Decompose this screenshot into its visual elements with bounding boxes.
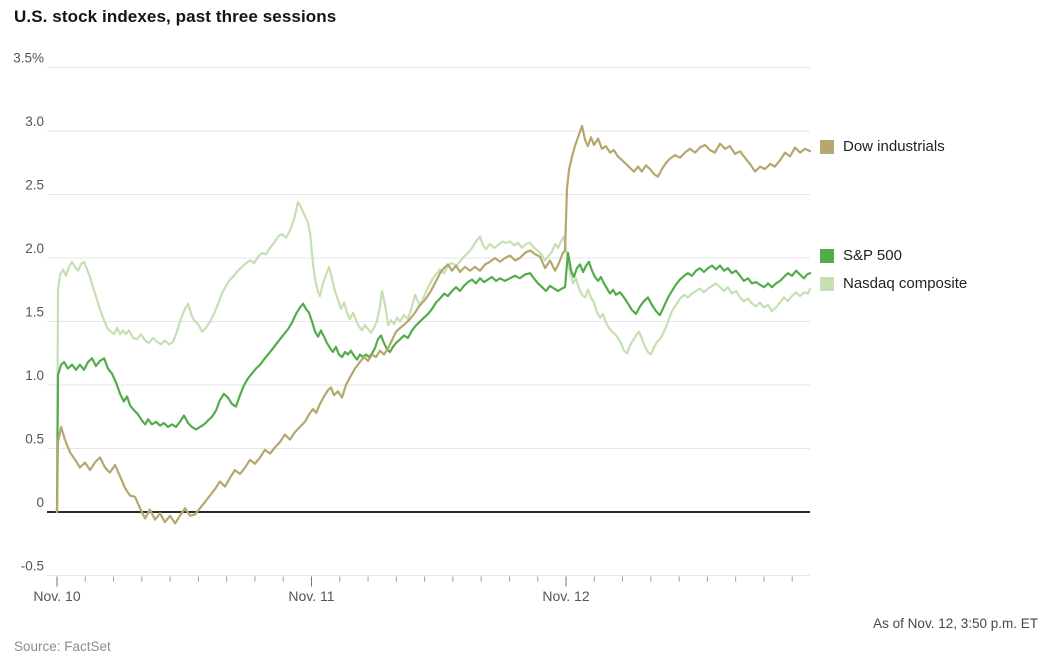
legend-label: S&P 500 xyxy=(843,247,902,264)
svg-text:Nov. 10: Nov. 10 xyxy=(33,588,80,604)
svg-text:0.5: 0.5 xyxy=(25,432,44,447)
dow-legend-swatch-icon xyxy=(820,139,834,154)
source-note: Source: FactSet xyxy=(14,639,111,654)
svg-text:2.5: 2.5 xyxy=(25,178,44,193)
nasdaq-legend-swatch-icon xyxy=(820,276,834,291)
legend-item-dow-industrials: Dow industrials xyxy=(820,138,945,155)
legend-label: Nasdaq composite xyxy=(843,275,968,292)
svg-text:1.0: 1.0 xyxy=(25,368,44,383)
svg-text:Nov. 11: Nov. 11 xyxy=(288,588,334,604)
as-of-note: As of Nov. 12, 3:50 p.m. ET xyxy=(873,616,1038,631)
legend-item-sp500: S&P 500 xyxy=(820,247,902,264)
svg-text:0: 0 xyxy=(36,495,44,510)
sp500-legend-swatch-icon xyxy=(820,248,834,263)
svg-text:2.0: 2.0 xyxy=(25,241,44,256)
svg-text:1.5: 1.5 xyxy=(25,305,44,320)
svg-text:Nov. 12: Nov. 12 xyxy=(542,588,589,604)
svg-text:3.5%: 3.5% xyxy=(13,51,44,66)
legend-item-nasdaq-composite: Nasdaq composite xyxy=(820,275,967,292)
legend-label: Dow industrials xyxy=(843,138,945,155)
chart-title: U.S. stock indexes, past three sessions xyxy=(14,7,337,26)
svg-text:-0.5: -0.5 xyxy=(21,559,44,574)
svg-text:3.0: 3.0 xyxy=(25,114,44,129)
